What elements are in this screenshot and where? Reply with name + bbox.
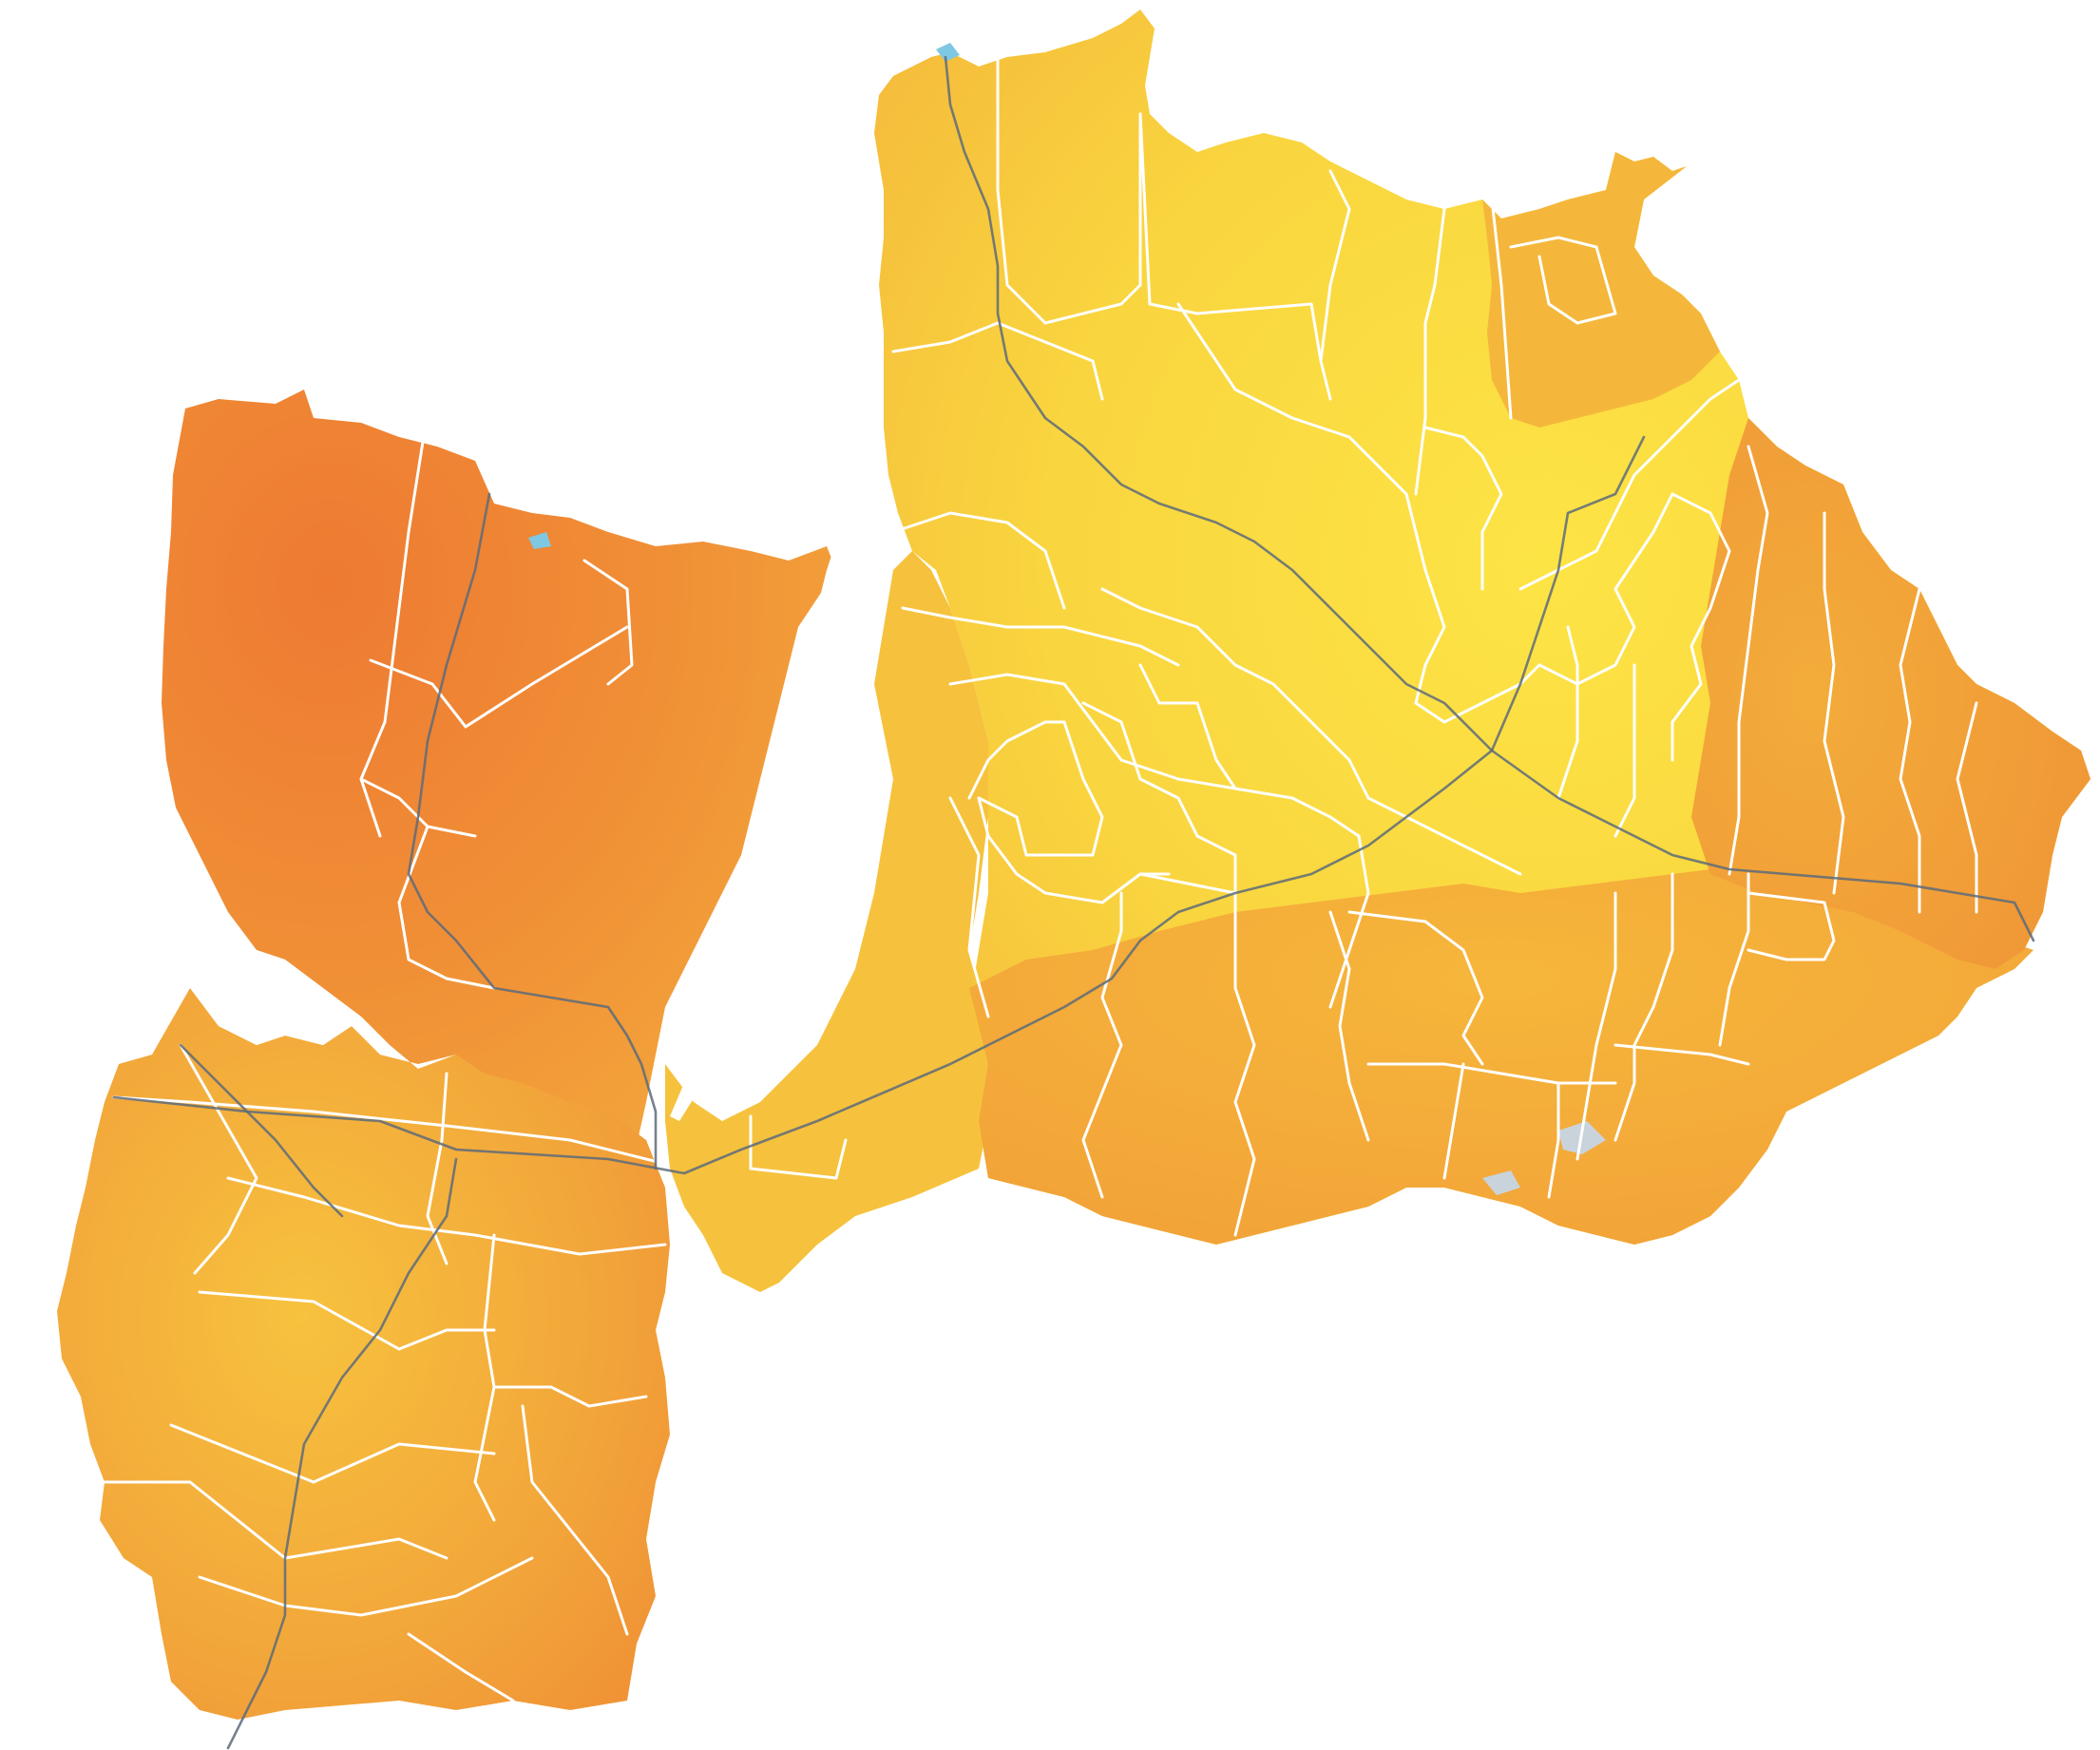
county-boundaries xyxy=(103,55,1978,1702)
boundary-east-3 xyxy=(891,321,1104,401)
region-fills xyxy=(57,10,2090,1720)
highway-west-diagonal xyxy=(179,1043,344,1218)
boundary-south-9 xyxy=(492,1385,648,1408)
boundary-se-1 xyxy=(1081,891,1123,1199)
boundary-east-5 xyxy=(1319,169,1351,363)
boundary-south-11 xyxy=(198,1556,534,1617)
boundary-east-6 xyxy=(1414,207,1446,496)
boundary-east-30 xyxy=(1899,587,1921,914)
boundary-south-10 xyxy=(521,1404,629,1636)
boundary-west-5 xyxy=(397,825,496,990)
lake-east-grey xyxy=(1482,1170,1520,1195)
region-south xyxy=(57,988,670,1720)
water-features xyxy=(162,43,1606,1195)
boundary-se-10 xyxy=(1718,872,1750,1047)
boundary-east-29 xyxy=(1823,511,1845,895)
water-gap-west-south xyxy=(162,931,456,1069)
boundary-east-16 xyxy=(1081,701,1237,895)
boundary-east-23 xyxy=(1518,454,1655,591)
highway-northeast-diagonal xyxy=(944,55,1494,752)
boundary-east-17 xyxy=(1138,663,1361,838)
lake-north-blue xyxy=(936,43,960,62)
boundary-east-8 xyxy=(1509,236,1617,325)
boundary-se-4 xyxy=(1347,910,1484,1066)
boundary-west-2 xyxy=(369,625,629,729)
boundary-west-4 xyxy=(582,559,634,686)
highway-routes xyxy=(112,55,2035,1750)
boundary-east-25 xyxy=(1670,492,1731,762)
boundary-se-3 xyxy=(1328,910,1370,1142)
boundary-west-1 xyxy=(359,440,425,838)
boundary-east-28 xyxy=(1728,445,1769,876)
boundary-east-21 xyxy=(1414,568,1541,724)
boundary-east-31 xyxy=(1956,701,1978,914)
highway-northeast-spur xyxy=(1490,435,1646,752)
boundary-se-5 xyxy=(1366,1062,1617,1085)
boundary-se-8 xyxy=(1575,891,1617,1161)
region-central xyxy=(665,551,998,1292)
boundary-east-7 xyxy=(1490,198,1513,420)
highway-west-east xyxy=(112,749,1494,1175)
region-northeast xyxy=(1482,152,1720,428)
boundary-east-18 xyxy=(1100,587,1370,800)
boundary-east-14 xyxy=(967,720,1066,800)
region-far-east xyxy=(1691,418,2090,969)
boundary-south-7 xyxy=(169,1423,496,1484)
boundary-east-19 xyxy=(1366,796,1522,876)
boundary-south-1 xyxy=(112,1095,667,1166)
boundary-east-11 xyxy=(901,606,1180,667)
boundary-east-20 xyxy=(1328,834,1370,1009)
boundary-east-27 xyxy=(1613,663,1636,838)
lake-west-blue xyxy=(528,532,551,549)
boundary-se-2 xyxy=(1233,891,1256,1237)
boundary-east-1 xyxy=(996,55,1142,325)
boundary-se-6 xyxy=(1442,1062,1465,1180)
boundary-east-24 xyxy=(1651,378,1741,458)
boundary-east-9 xyxy=(1423,426,1503,591)
boundary-south-5 xyxy=(198,1290,496,1351)
boundary-south-12 xyxy=(407,1632,515,1702)
boundary-east-10 xyxy=(891,511,1066,610)
boundary-central-1 xyxy=(749,1114,848,1180)
boundary-west-3 xyxy=(359,777,477,838)
lake-inlet xyxy=(670,542,860,1121)
boundary-se-12 xyxy=(1747,891,1836,961)
boundary-central-2 xyxy=(948,796,990,1018)
boundary-east-4 xyxy=(1176,302,1427,572)
highway-east-trunk xyxy=(1490,749,2035,942)
boundary-east-12 xyxy=(948,673,1237,790)
boundary-se-9 xyxy=(1613,872,1674,1142)
boundary-east-2 xyxy=(1138,112,1332,401)
boundary-east-26 xyxy=(1556,625,1579,800)
boundary-south-3 xyxy=(426,1072,449,1265)
boundary-se-7 xyxy=(1547,1081,1560,1199)
boundary-se-11 xyxy=(1613,1043,1750,1066)
boundary-south-2 xyxy=(179,1043,258,1275)
region-west xyxy=(162,390,836,1169)
boundary-east-15 xyxy=(977,720,1104,857)
highway-south xyxy=(226,1157,458,1750)
highway-north-south-west xyxy=(407,492,658,1170)
